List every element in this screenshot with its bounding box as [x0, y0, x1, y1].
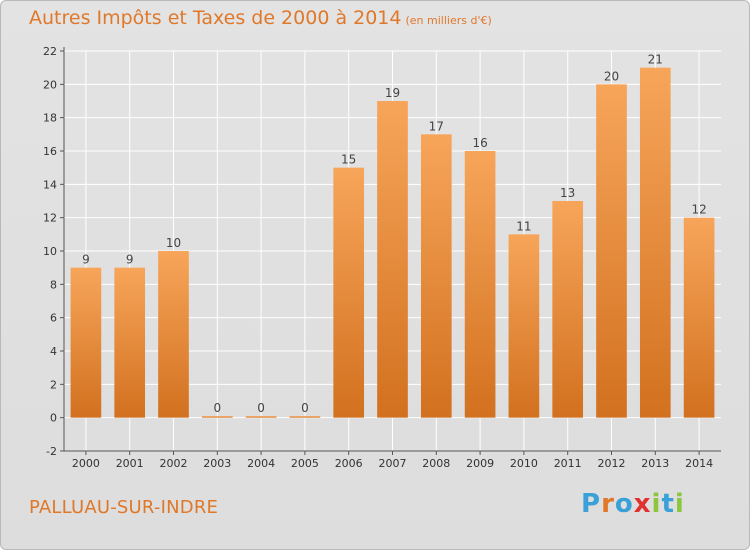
brand-letter: o — [614, 489, 634, 519]
bar-value-label: 15 — [341, 153, 356, 167]
proxiti-logo: Proxiti — [581, 489, 685, 519]
bar-value-label: 9 — [126, 253, 134, 267]
x-tick-label: 2009 — [466, 457, 494, 470]
bar — [464, 151, 496, 418]
y-tick-label: 10 — [43, 245, 57, 258]
bar-layer — [70, 67, 715, 418]
x-tick-label: 2010 — [510, 457, 538, 470]
bar — [420, 134, 452, 418]
bar — [508, 234, 540, 418]
bar-value-label: 16 — [472, 136, 487, 150]
x-tick-label: 2006 — [335, 457, 363, 470]
x-tick-label: 2003 — [203, 457, 231, 470]
x-tick-label: 2014 — [685, 457, 713, 470]
y-tick-label: 6 — [50, 312, 57, 325]
bar — [333, 167, 365, 418]
y-tick-label: 4 — [50, 345, 57, 358]
brand-letter: P — [581, 489, 602, 519]
bar-value-label: 19 — [385, 86, 400, 100]
bar-value-label: 17 — [429, 119, 444, 133]
bar-value-label: 0 — [213, 401, 221, 415]
brand-letter: x — [633, 489, 652, 519]
bar — [70, 267, 102, 418]
bar — [245, 416, 277, 418]
y-tick-label: 16 — [43, 145, 57, 158]
location-name: PALLUAU-SUR-INDRE — [29, 497, 219, 518]
x-tick-label: 2013 — [641, 457, 669, 470]
x-tick-label: 2012 — [598, 457, 626, 470]
x-tick-label: 2001 — [116, 457, 144, 470]
x-tick-label: 2008 — [422, 457, 450, 470]
brand-letter: i — [651, 489, 662, 519]
y-tick-label: 0 — [50, 412, 57, 425]
chart-unit: (en milliers d'€) — [405, 14, 492, 27]
bar-value-label: 11 — [516, 219, 531, 233]
label-layer: 9 9 10 0 0 0 15 19 17 16 11 13 20 21 12 — [82, 53, 707, 415]
brand-letter: t — [661, 489, 675, 519]
x-tick-label: 2007 — [379, 457, 407, 470]
bar — [289, 416, 321, 418]
x-tick-label: 2002 — [160, 457, 188, 470]
y-tick-label: 18 — [43, 112, 57, 125]
bar — [201, 416, 233, 418]
bar-value-label: 13 — [560, 186, 575, 200]
bar — [683, 217, 715, 418]
bar-value-label: 12 — [691, 203, 706, 217]
bar-value-label: 0 — [301, 401, 309, 415]
y-tick-label: 8 — [50, 278, 57, 291]
y-tick-label: 20 — [43, 78, 57, 91]
bar-value-label: 21 — [648, 53, 663, 67]
bar — [114, 267, 146, 418]
bar-value-label: 9 — [82, 253, 90, 267]
brand-letter: r — [601, 489, 615, 519]
y-tick-label: -2 — [46, 445, 57, 458]
chart-title-text: Autres Impôts et Taxes de 2000 à 2014 — [29, 7, 402, 29]
x-tick-label: 2011 — [554, 457, 582, 470]
y-tick-label: 14 — [43, 178, 57, 191]
bar — [158, 251, 189, 418]
bar — [639, 67, 671, 418]
bar — [552, 201, 584, 418]
x-tick-label: 2000 — [72, 457, 100, 470]
chart-title: Autres Impôts et Taxes de 2000 à 2014 (en… — [29, 7, 492, 29]
bar — [377, 101, 408, 418]
x-tick-label: 2004 — [247, 457, 275, 470]
y-tick-label: 12 — [43, 212, 57, 225]
bar-value-label: 20 — [604, 69, 619, 83]
bar — [596, 84, 627, 418]
y-tick-label: 22 — [43, 45, 57, 58]
y-tick-label: 2 — [50, 378, 57, 391]
bar-value-label: 10 — [166, 236, 181, 250]
brand-letter: i — [674, 489, 685, 519]
bar-value-label: 0 — [257, 401, 265, 415]
x-tick-label: 2005 — [291, 457, 319, 470]
